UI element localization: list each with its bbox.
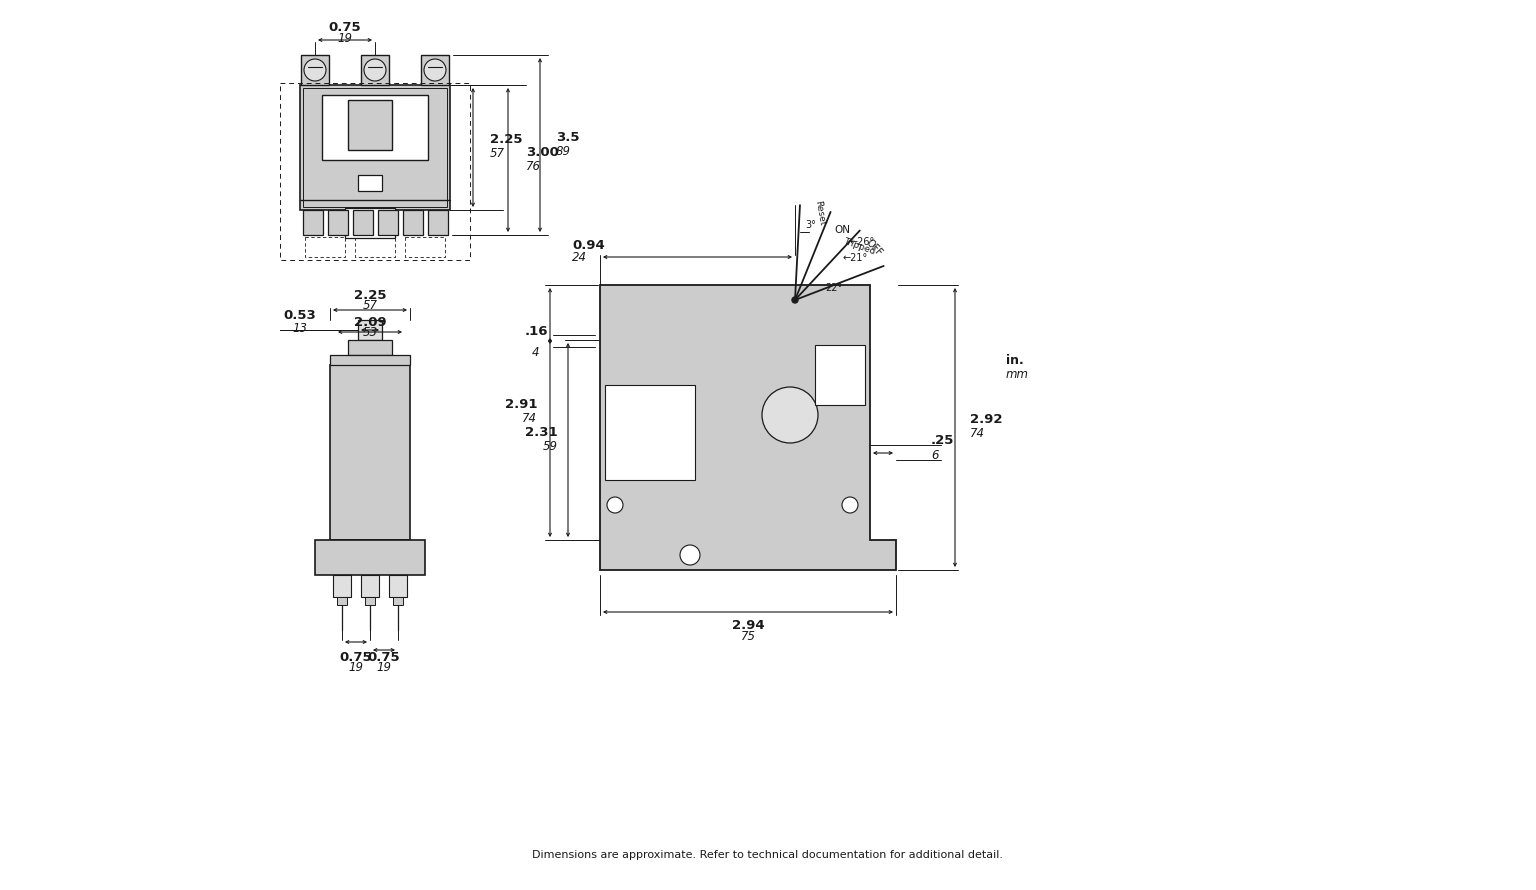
Text: ON: ON	[834, 225, 851, 235]
Text: 0.53: 0.53	[284, 309, 316, 321]
Text: 0.75: 0.75	[339, 651, 372, 664]
Circle shape	[793, 297, 799, 303]
Text: OFF: OFF	[865, 237, 885, 258]
Bar	[280, 83, 470, 260]
Bar	[816, 345, 865, 405]
Bar	[429, 210, 449, 235]
Text: 53: 53	[362, 326, 378, 338]
Text: 19: 19	[376, 660, 392, 674]
Bar	[355, 237, 395, 257]
Bar	[330, 355, 410, 365]
Circle shape	[364, 59, 386, 81]
Text: 57: 57	[362, 298, 378, 312]
Bar	[353, 210, 373, 235]
Text: ←21°: ←21°	[843, 253, 868, 263]
Text: 13: 13	[292, 321, 307, 335]
Bar	[389, 575, 407, 597]
Bar	[605, 385, 694, 480]
Bar	[406, 237, 445, 257]
Text: 0.75: 0.75	[329, 20, 361, 34]
Circle shape	[762, 387, 819, 443]
Text: ←26°: ←26°	[849, 237, 876, 247]
Bar	[361, 55, 389, 85]
Bar	[333, 575, 352, 597]
Text: 74: 74	[522, 412, 538, 425]
Text: 74: 74	[971, 427, 985, 440]
Text: Dimensions are approximate. Refer to technical documentation for additional deta: Dimensions are approximate. Refer to tec…	[533, 850, 1003, 860]
Text: 19: 19	[349, 660, 364, 674]
Circle shape	[424, 59, 445, 81]
Text: 2.94: 2.94	[731, 619, 765, 632]
Text: 2.25: 2.25	[490, 133, 522, 146]
Text: 2.92: 2.92	[971, 413, 1003, 426]
Bar	[301, 55, 329, 85]
Circle shape	[680, 545, 700, 565]
Bar	[303, 88, 447, 207]
Text: 57: 57	[490, 147, 505, 160]
Polygon shape	[601, 285, 895, 570]
Text: Reset: Reset	[814, 199, 826, 226]
Bar	[303, 210, 323, 235]
Bar	[361, 575, 379, 597]
Bar	[300, 85, 450, 210]
Text: 3.5: 3.5	[556, 131, 579, 143]
Text: 22°: 22°	[825, 283, 842, 293]
Text: 76: 76	[525, 159, 541, 173]
Text: 2.91: 2.91	[504, 398, 538, 411]
Bar	[349, 340, 392, 355]
Bar	[393, 597, 402, 605]
Text: 6: 6	[931, 449, 938, 462]
Text: 3°: 3°	[805, 220, 816, 230]
Text: 19: 19	[338, 31, 352, 44]
Text: 24: 24	[571, 250, 587, 263]
Bar	[366, 597, 375, 605]
Circle shape	[304, 59, 326, 81]
Text: 4: 4	[533, 345, 539, 359]
Bar	[336, 597, 347, 605]
Text: 2.25: 2.25	[353, 288, 386, 302]
Text: 3.00: 3.00	[525, 145, 559, 158]
Circle shape	[607, 497, 624, 513]
Bar	[346, 208, 395, 238]
Bar	[329, 210, 349, 235]
Text: in.: in.	[1006, 353, 1025, 367]
Text: .16: .16	[524, 325, 548, 337]
Text: .25: .25	[931, 433, 954, 447]
Bar	[323, 95, 429, 160]
Text: 0.75: 0.75	[367, 651, 401, 664]
Text: 75: 75	[740, 629, 756, 643]
Bar	[349, 100, 392, 150]
Circle shape	[842, 497, 859, 513]
Bar	[402, 210, 422, 235]
Text: 2.31: 2.31	[525, 425, 558, 439]
Bar	[421, 55, 449, 85]
Text: 2.09: 2.09	[353, 315, 387, 328]
Bar	[330, 365, 410, 540]
Bar	[315, 540, 425, 575]
Bar	[378, 210, 398, 235]
Bar	[306, 237, 346, 257]
Text: 59: 59	[544, 440, 558, 452]
Text: Tripped: Tripped	[842, 236, 877, 256]
Bar	[358, 175, 382, 191]
Text: 0.94: 0.94	[571, 239, 605, 252]
Text: 89: 89	[556, 144, 571, 158]
Text: mm: mm	[1006, 368, 1029, 381]
Bar	[358, 320, 382, 340]
